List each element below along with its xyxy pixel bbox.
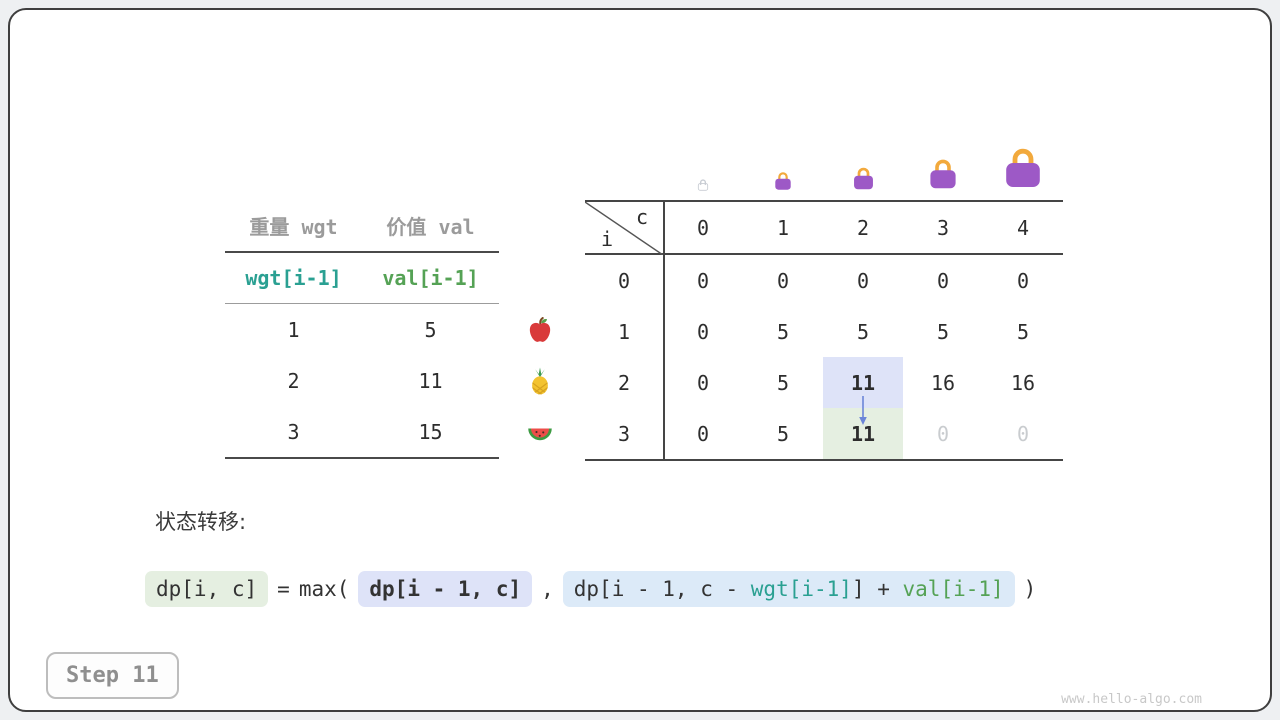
dp-cell: 5 [856, 319, 870, 344]
dp-cell: 16 [1010, 370, 1036, 395]
dp-cell: 0 [696, 421, 710, 446]
wgt-var-label: wgt[i-1] [245, 266, 342, 290]
item-icons-column [520, 304, 560, 457]
formula-close-paren: ) [1023, 577, 1037, 601]
bag-icon [743, 142, 823, 192]
dp-column-header: 3 [936, 215, 950, 240]
item-row: 3 15 [225, 406, 499, 457]
dp-cell: 0 [1016, 268, 1030, 293]
dp-row: 0 0 0 0 0 0 [585, 255, 1063, 306]
pineapple-icon [520, 355, 560, 406]
formula-arg2-chip: dp[i - 1, c - wgt[i-1]] + val[i-1] [562, 571, 1015, 607]
corner-capacity-label: c [635, 205, 648, 229]
dp-row-header: 0 [617, 268, 631, 293]
item-row: 2 11 [225, 355, 499, 406]
transition-arrow-icon [859, 396, 867, 425]
formula-arg2-part: wgt[i-1] [750, 577, 852, 601]
dp-row: 1 0 5 5 5 5 [585, 306, 1063, 357]
watermelon-icon [520, 406, 560, 457]
dp-cell: 5 [776, 421, 790, 446]
canvas-card: 重量 wgt 价值 val wgt[i-1] val[i-1] 1 5 2 11 3 15 [8, 8, 1272, 712]
dp-cell: 0 [696, 319, 710, 344]
dp-column-headers: 0 1 2 3 4 [663, 202, 1063, 253]
item-value-value: 11 [418, 368, 443, 393]
dp-table-body: 0 0 0 0 0 0 1 0 5 5 5 5 2 0 5 11 16 16 3 0 5 11 0 0 [585, 255, 1063, 459]
val-var-label: val[i-1] [382, 266, 479, 290]
transition-heading: 状态转移: [155, 510, 247, 534]
dp-cell: 0 [936, 421, 950, 446]
weight-column-header: 重量 wgt [249, 215, 338, 239]
dp-cell: 0 [936, 268, 950, 293]
bag-icon [903, 142, 983, 192]
dp-row: 3 0 5 11 0 0 [585, 408, 1063, 459]
dp-column-header: 2 [856, 215, 870, 240]
items-table-header: 重量 wgt 价值 val [225, 200, 499, 253]
corner-diagonal-line [585, 202, 663, 255]
dp-cell: 0 [696, 370, 710, 395]
knapsack-capacity-icons [663, 142, 1063, 192]
item-weight-value: 1 [287, 317, 300, 342]
items-table-body: 1 5 2 11 3 15 [225, 304, 499, 457]
formula-equals: = [277, 577, 290, 601]
value-column-header: 价值 val [386, 215, 475, 239]
bag-icon [983, 142, 1063, 192]
items-table: 重量 wgt 价值 val wgt[i-1] val[i-1] 1 5 2 11 3 15 [225, 200, 499, 459]
dp-row-header: 1 [617, 319, 631, 344]
item-value-value: 5 [424, 317, 437, 342]
dp-column-header: 0 [696, 215, 710, 240]
dp-corner-cell: c i [585, 202, 663, 255]
dp-cell: 0 [696, 268, 710, 293]
item-weight-value: 2 [287, 368, 300, 393]
dp-cell: 0 [1016, 421, 1030, 446]
dp-column-header: 1 [776, 215, 790, 240]
dp-cell: 5 [776, 370, 790, 395]
formula-arg2-part: val[i-1] [902, 577, 1004, 601]
dp-cell: 0 [856, 268, 870, 293]
dp-cell: 5 [776, 319, 790, 344]
dp-cell: 0 [776, 268, 790, 293]
formula-arg2-part: ] + [851, 577, 903, 601]
transition-formula: dp[i, c] = max( dp[i - 1, c] , dp[i - 1,… [145, 571, 1036, 607]
dp-header-row: c i 0 1 2 3 4 [585, 202, 1063, 255]
items-table-var-row: wgt[i-1] val[i-1] [225, 253, 499, 304]
empty-bag-icon [663, 142, 743, 192]
apple-icon [520, 304, 560, 355]
item-weight-value: 3 [287, 419, 300, 444]
dp-cell: 16 [930, 370, 956, 395]
formula-arg2-part: dp[i - 1, c - [573, 577, 751, 601]
dp-row-header: 3 [617, 421, 631, 446]
formula-max-open: max( [298, 577, 350, 601]
watermark: www.hello-algo.com [1061, 692, 1202, 707]
formula-lhs-chip: dp[i, c] [145, 571, 269, 607]
corner-index-label: i [601, 227, 614, 251]
step-badge: Step 11 [46, 652, 179, 699]
dp-cell: 5 [936, 319, 950, 344]
dp-cell: 5 [1016, 319, 1030, 344]
item-value-value: 15 [418, 419, 443, 444]
bag-icon [823, 142, 903, 192]
formula-arg1-chip: dp[i - 1, c] [358, 571, 533, 607]
dp-table-divider [663, 202, 665, 459]
dp-column-header: 4 [1016, 215, 1030, 240]
formula-comma: , [541, 577, 554, 601]
dp-row-header: 2 [617, 370, 631, 395]
